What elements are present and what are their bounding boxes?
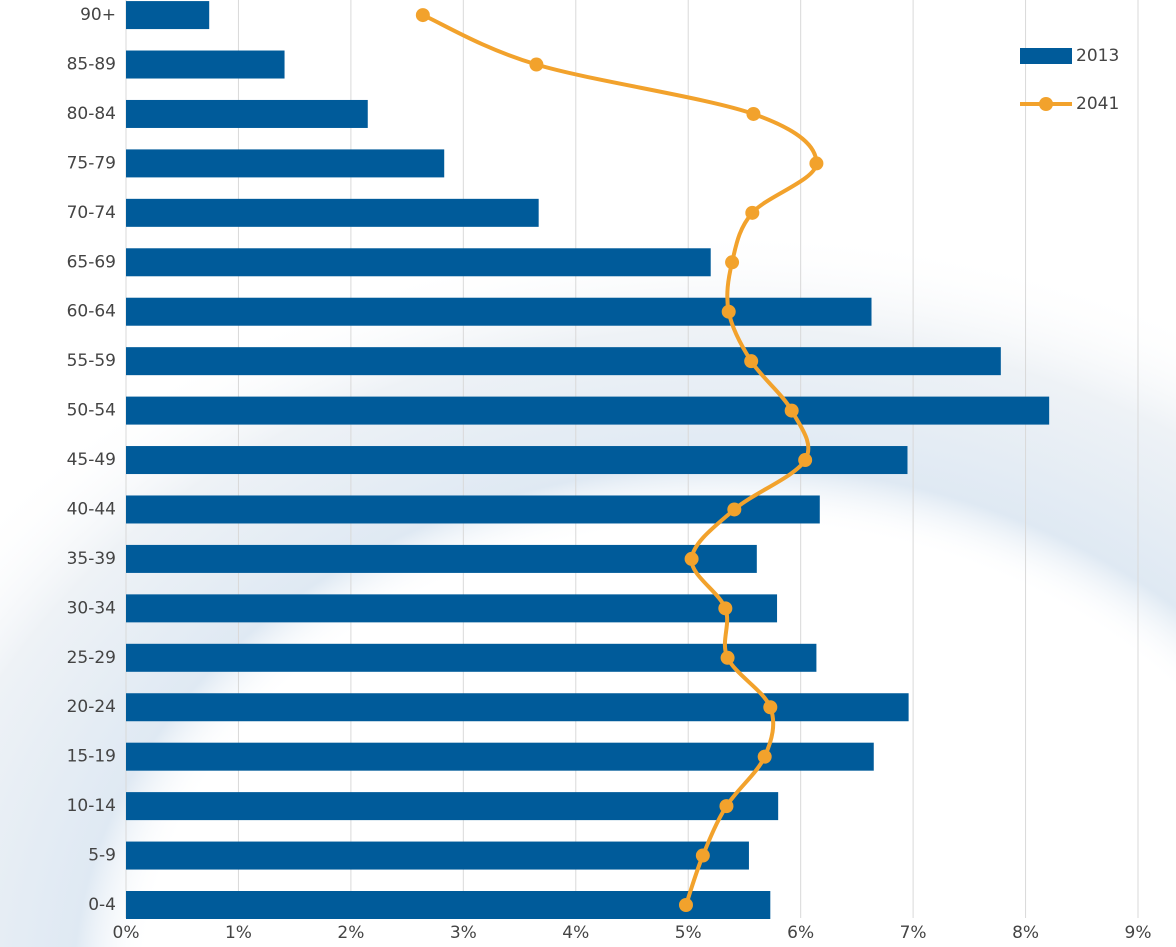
line-marker bbox=[718, 601, 732, 615]
x-tick-label: 6% bbox=[787, 923, 814, 943]
y-tick-label: 30-34 bbox=[67, 598, 116, 618]
line-marker bbox=[416, 8, 430, 22]
y-tick-label: 75-79 bbox=[67, 153, 116, 173]
y-tick-label: 15-19 bbox=[67, 747, 116, 767]
y-tick-label: 80-84 bbox=[67, 104, 116, 124]
x-tick-label: 0% bbox=[113, 923, 140, 943]
x-tick-label: 2% bbox=[337, 923, 364, 943]
bar bbox=[126, 545, 757, 573]
y-tick-label: 40-44 bbox=[67, 499, 116, 519]
line-marker bbox=[744, 354, 758, 368]
y-tick-label: 65-69 bbox=[67, 252, 116, 272]
y-tick-label: 90+ bbox=[80, 5, 116, 25]
line-marker bbox=[727, 502, 741, 516]
line-marker bbox=[785, 404, 799, 418]
x-tick-label: 8% bbox=[1012, 923, 1039, 943]
bar bbox=[126, 594, 777, 622]
line-marker bbox=[758, 750, 772, 764]
x-tick-label: 3% bbox=[450, 923, 477, 943]
chart: 0% 1% 2% 3% 4% 5% 6% 7% 8% 9% 0-4 5-9 10-14 15-19 20-2… bbox=[0, 0, 1176, 947]
y-tick-label: 55-59 bbox=[67, 351, 116, 371]
y-tick-label: 20-24 bbox=[67, 697, 116, 717]
x-tick-label: 4% bbox=[562, 923, 589, 943]
y-tick-label: 85-89 bbox=[67, 55, 116, 75]
line-marker bbox=[696, 849, 710, 863]
legend-swatch bbox=[1039, 97, 1053, 111]
y-tick-label: 45-49 bbox=[67, 450, 116, 470]
x-tick-label: 7% bbox=[900, 923, 927, 943]
x-tick-label: 9% bbox=[1125, 923, 1152, 943]
line-marker bbox=[721, 651, 735, 665]
bar bbox=[126, 792, 778, 820]
y-tick-label: 10-14 bbox=[67, 796, 116, 816]
line-marker bbox=[798, 453, 812, 467]
bar bbox=[126, 248, 711, 276]
y-tick-label: 5-9 bbox=[88, 846, 116, 866]
bar bbox=[126, 100, 368, 128]
bar bbox=[126, 495, 820, 523]
line-marker bbox=[529, 58, 543, 72]
line-marker bbox=[685, 552, 699, 566]
legend-swatch bbox=[1020, 48, 1072, 64]
y-tick-label: 25-29 bbox=[67, 648, 116, 668]
y-tick-label: 50-54 bbox=[67, 401, 116, 421]
bar bbox=[126, 397, 1049, 425]
bar bbox=[126, 347, 1001, 375]
bar bbox=[126, 149, 444, 177]
y-tick-label: 35-39 bbox=[67, 549, 116, 569]
line-marker bbox=[725, 255, 739, 269]
bar bbox=[126, 446, 907, 474]
legend-label: 2013 bbox=[1076, 46, 1119, 66]
line-marker bbox=[719, 799, 733, 813]
bar bbox=[126, 1, 209, 29]
bar bbox=[126, 891, 770, 919]
line-marker bbox=[746, 107, 760, 121]
bar bbox=[126, 693, 909, 721]
line-marker bbox=[809, 156, 823, 170]
line-marker bbox=[763, 700, 777, 714]
line-marker bbox=[679, 898, 693, 912]
y-tick-label: 0-4 bbox=[88, 895, 116, 915]
bar bbox=[126, 298, 872, 326]
x-tick-label: 5% bbox=[675, 923, 702, 943]
line-marker bbox=[745, 206, 759, 220]
legend-label: 2041 bbox=[1076, 94, 1119, 114]
line-marker bbox=[722, 305, 736, 319]
bar bbox=[126, 199, 539, 227]
bar bbox=[126, 51, 285, 79]
bar bbox=[126, 842, 749, 870]
page: {"chart_data": { "type": "bar", "orienta… bbox=[0, 0, 1176, 947]
y-tick-label: 60-64 bbox=[67, 302, 116, 322]
y-tick-label: 70-74 bbox=[67, 203, 116, 223]
x-tick-label: 1% bbox=[225, 923, 252, 943]
bar bbox=[126, 644, 816, 672]
